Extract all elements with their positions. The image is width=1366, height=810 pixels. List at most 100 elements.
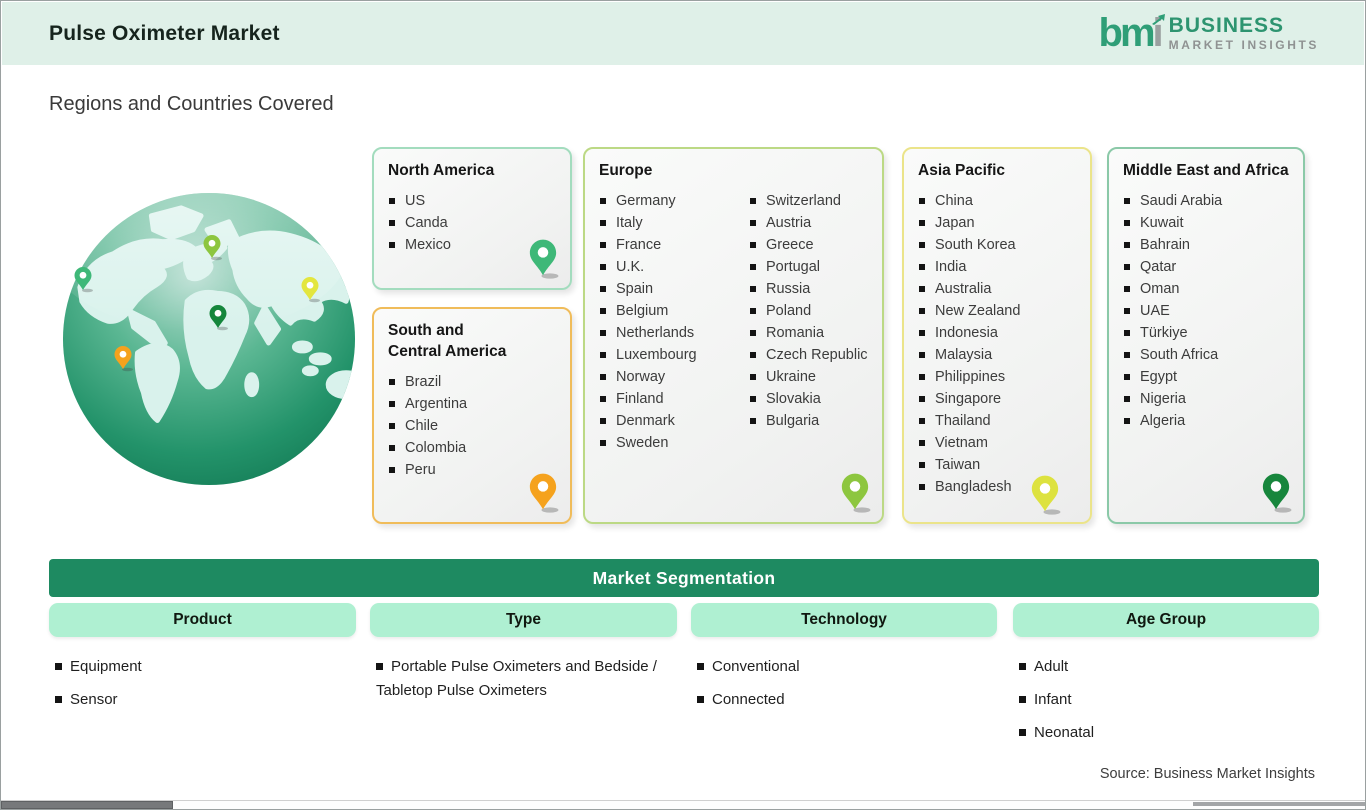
list-item: Adult	[1019, 655, 1319, 679]
map-pin-icon	[1031, 475, 1061, 515]
list-item: Ukraine	[749, 366, 868, 388]
segment-item-list: Conventional Connected	[691, 655, 997, 712]
region-title: South and Central America	[388, 322, 507, 360]
list-item: Bangladesh	[918, 476, 1076, 498]
segment-item-list: Adult Infant Neonatal	[1013, 655, 1319, 745]
list-item: France	[599, 234, 749, 256]
country-list: US Canda Mexico	[388, 190, 556, 256]
country-list: Brazil Argentina Chile Colombia Peru	[388, 371, 556, 481]
country-list: Switzerland Austria Greece Portugal Russia Po…	[749, 190, 868, 454]
list-item: New Zealand	[918, 300, 1076, 322]
list-item: Bulgaria	[749, 410, 868, 432]
list-item: Luxembourg	[599, 344, 749, 366]
list-item: Czech Republic	[749, 344, 868, 366]
list-item: US	[388, 190, 556, 212]
country-list: Germany Italy France U.K. Spain Belgium Nether…	[599, 190, 749, 454]
list-item: Japan	[918, 212, 1076, 234]
segmentation-column-technology: Technology Conventional Connected	[691, 603, 997, 721]
list-item: Indonesia	[918, 322, 1076, 344]
list-item: Switzerland	[749, 190, 868, 212]
map-pin-icon	[841, 473, 871, 513]
list-item: Romania	[749, 322, 868, 344]
list-item: Mexico	[388, 234, 556, 256]
horizontal-scrollbar[interactable]	[1, 800, 1365, 809]
globe-pin-asia-icon	[301, 277, 320, 303]
region-title: Europe	[599, 162, 653, 179]
list-item: U.K.	[599, 256, 749, 278]
globe-pin-europe-icon	[203, 235, 222, 261]
region-card-south-central-america: South and Central America Brazil Argentin…	[372, 307, 572, 524]
list-item: Qatar	[1123, 256, 1289, 278]
list-item: Singapore	[918, 388, 1076, 410]
segment-item-list: Equipment Sensor	[49, 655, 356, 712]
list-item: Argentina	[388, 393, 556, 415]
list-item: Brazil	[388, 371, 556, 393]
header-band	[2, 2, 1364, 65]
list-item: Norway	[599, 366, 749, 388]
region-title: North America	[388, 162, 495, 179]
list-item: Germany	[599, 190, 749, 212]
list-item: Taiwan	[918, 454, 1076, 476]
country-columns: Germany Italy France U.K. Spain Belgium Nether…	[599, 190, 868, 454]
list-item: Netherlands	[599, 322, 749, 344]
segmentation-banner: Market Segmentation	[49, 559, 1319, 597]
segmentation-column-type: Type Portable Pulse Oximeters and Bedsid…	[370, 603, 677, 712]
scrollbar-thumb[interactable]	[1, 801, 173, 809]
region-card-north-america: North America US Canda Mexico	[372, 147, 572, 290]
list-item: Poland	[749, 300, 868, 322]
list-item: Denmark	[599, 410, 749, 432]
list-item: Equipment	[55, 655, 356, 679]
list-item: Egypt	[1123, 366, 1289, 388]
list-item: Türkiye	[1123, 322, 1289, 344]
segment-header: Age Group	[1013, 603, 1319, 637]
region-title: Asia Pacific	[918, 162, 1006, 179]
list-item: Saudi Arabia	[1123, 190, 1289, 212]
region-title: Middle East and Africa	[1123, 162, 1289, 179]
list-item: Portable Pulse Oximeters and Bedside / T…	[376, 655, 677, 703]
globe-pin-north-america-icon	[74, 267, 93, 293]
segment-header: Type	[370, 603, 677, 637]
list-item: Oman	[1123, 278, 1289, 300]
list-item: Canda	[388, 212, 556, 234]
list-item: Conventional	[697, 655, 997, 679]
list-item: Russia	[749, 278, 868, 300]
list-item: China	[918, 190, 1076, 212]
list-item: Austria	[749, 212, 868, 234]
list-item: Australia	[918, 278, 1076, 300]
list-item: Colombia	[388, 437, 556, 459]
list-item: Sensor	[55, 688, 356, 712]
region-card-middle-east-africa: Middle East and Africa Saudi Arabia Kuwai…	[1107, 147, 1305, 524]
map-pin-icon	[529, 473, 559, 513]
logo-mark: bmi	[1098, 11, 1165, 55]
company-logo: bmi BUSINESS MARKET INSIGHTS	[1099, 10, 1319, 56]
list-item: Italy	[599, 212, 749, 234]
list-item: Sweden	[599, 432, 749, 454]
list-item: Bahrain	[1123, 234, 1289, 256]
globe-pin-middle-east-icon	[209, 305, 228, 331]
list-item: Belgium	[599, 300, 749, 322]
logo-arrow-icon	[1151, 14, 1165, 25]
list-item: Vietnam	[918, 432, 1076, 454]
list-item: Philippines	[918, 366, 1076, 388]
list-item: Nigeria	[1123, 388, 1289, 410]
region-card-asia-pacific: Asia Pacific China Japan South Korea India A…	[902, 147, 1092, 524]
logo-text: BUSINESS MARKET INSIGHTS	[1169, 15, 1319, 51]
world-globe	[60, 190, 358, 488]
segmentation-column-age-group: Age Group Adult Infant Neonatal	[1013, 603, 1319, 754]
map-pin-icon	[1262, 473, 1292, 513]
logo-mark-green: bm	[1098, 11, 1156, 55]
list-item: Neonatal	[1019, 721, 1319, 745]
scrollbar-right-segment	[1193, 802, 1365, 806]
list-item: Infant	[1019, 688, 1319, 712]
globe-pin-south-america-icon	[114, 346, 133, 372]
page-title: Pulse Oximeter Market	[49, 22, 280, 45]
logo-line1: BUSINESS	[1168, 14, 1285, 37]
country-list: China Japan South Korea India Australia New Z…	[918, 190, 1076, 498]
list-item: Portugal	[749, 256, 868, 278]
list-item: Finland	[599, 388, 749, 410]
list-item: Connected	[697, 688, 997, 712]
country-list: Saudi Arabia Kuwait Bahrain Qatar Oman UAE Tür…	[1123, 190, 1289, 432]
list-item: South Korea	[918, 234, 1076, 256]
list-item: Algeria	[1123, 410, 1289, 432]
